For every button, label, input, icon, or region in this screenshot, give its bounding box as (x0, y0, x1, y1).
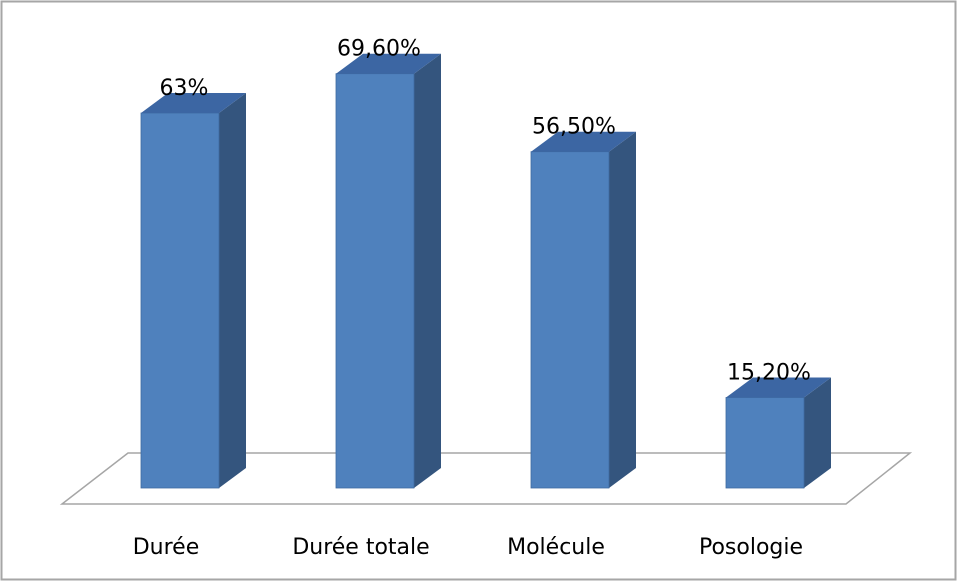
bar-front (335, 73, 415, 489)
bar-front (140, 112, 220, 489)
data-label-1: 63% (160, 76, 209, 101)
bar-side (414, 53, 441, 488)
data-label-3: 56,50% (532, 115, 616, 140)
data-label-2: 69,60% (337, 37, 421, 62)
category-label-4: Posologie (699, 535, 803, 560)
category-labels-group: Durée Durée totale Molécule Posologie (133, 535, 803, 560)
data-label-4: 15,20% (727, 361, 811, 386)
bar-top (336, 53, 441, 74)
data-labels-group: 63% 69,60% 56,50% 15,20% (160, 37, 811, 386)
bars-group (140, 53, 831, 489)
bar-front (530, 151, 610, 489)
category-label-1: Durée (133, 535, 200, 560)
bar-1 (140, 93, 246, 489)
bar-top (726, 377, 831, 398)
bar-top (531, 131, 636, 152)
chart-floor (59, 452, 913, 505)
category-label-3: Molécule (507, 535, 605, 560)
bar-4 (725, 377, 831, 489)
bar-top (141, 93, 246, 113)
category-label-2: Durée totale (292, 535, 429, 560)
bar-2 (335, 53, 441, 489)
bar-front (725, 397, 805, 489)
bar-side (804, 377, 831, 488)
bar-side (609, 131, 636, 488)
bar-side (219, 93, 246, 488)
bar-3 (530, 131, 636, 489)
